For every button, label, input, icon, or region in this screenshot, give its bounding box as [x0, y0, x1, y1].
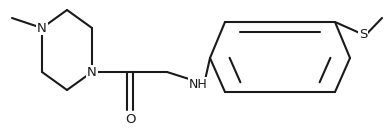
Text: O: O — [125, 113, 135, 126]
Text: NH: NH — [188, 78, 207, 91]
Text: S: S — [359, 27, 367, 41]
Text: N: N — [37, 21, 47, 35]
Text: N: N — [87, 66, 97, 78]
